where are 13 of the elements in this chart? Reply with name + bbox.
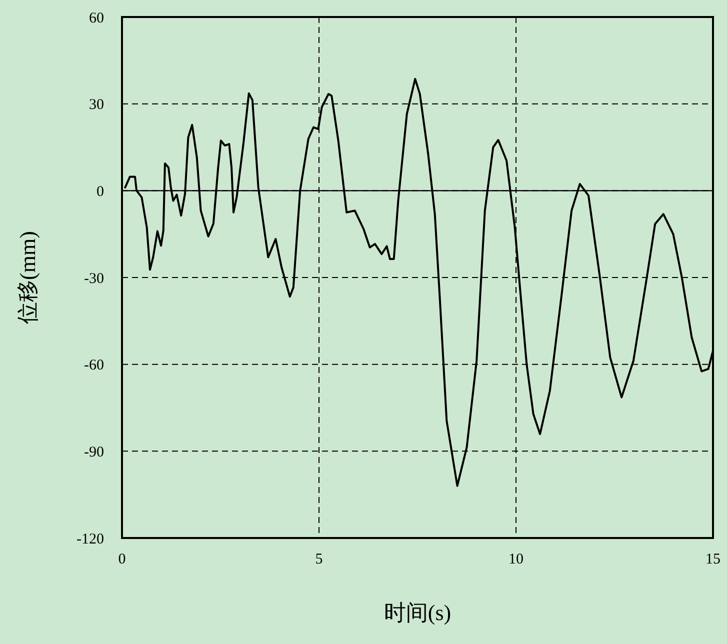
- x-tick-label: 15: [706, 551, 720, 568]
- x-tick-label: 0: [118, 551, 126, 568]
- y-tick-label: -120: [76, 531, 104, 548]
- x-tick-label: 10: [508, 551, 524, 568]
- y-tick-label: -30: [84, 270, 104, 287]
- x-axis-title: 时间(s): [384, 600, 452, 625]
- y-tick-label: 0: [96, 184, 104, 200]
- x-tick-label: 5: [315, 551, 323, 568]
- y-tick-label: -60: [84, 358, 104, 374]
- y-axis-title: 位移(mm): [15, 231, 40, 324]
- y-tick-label: 30: [89, 97, 104, 114]
- y-tick-label: 60: [89, 10, 104, 26]
- y-tick-label: -90: [84, 444, 104, 460]
